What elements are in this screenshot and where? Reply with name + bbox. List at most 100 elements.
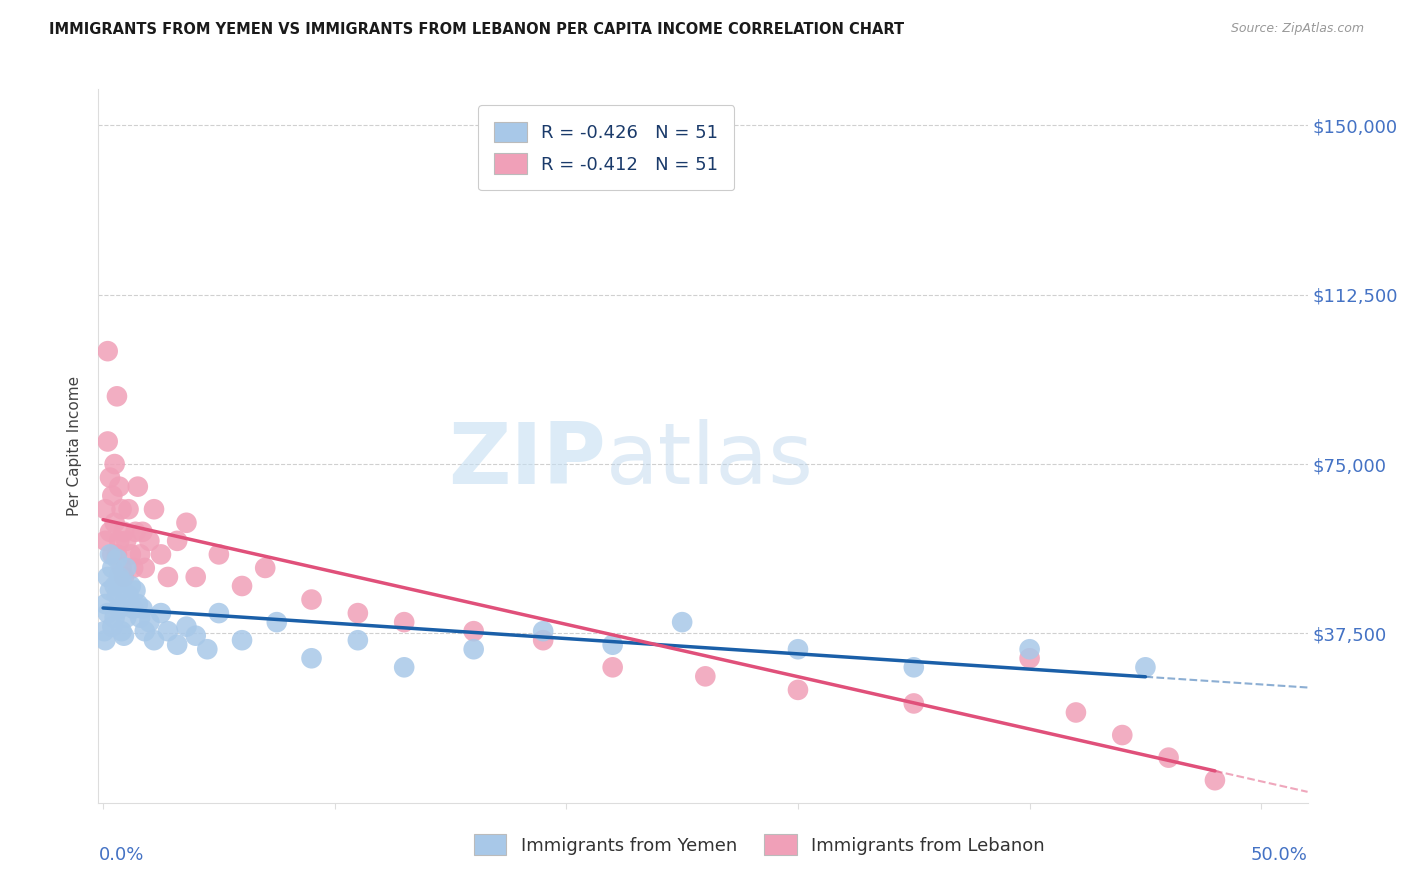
Point (97, 434, 120, 449)
Point (117, 588, 139, 602)
Text: ZIP: ZIP (449, 418, 606, 502)
Point (98, 583, 121, 598)
Point (176, 620, 198, 634)
Point (138, 533, 160, 548)
Point (134, 624, 156, 639)
Point (108, 533, 131, 548)
Point (105, 588, 128, 602)
Point (108, 601, 131, 615)
Point (108, 570, 131, 584)
Text: atlas: atlas (606, 418, 814, 502)
Point (602, 660, 624, 674)
Point (94, 597, 117, 611)
Point (127, 597, 149, 611)
Point (122, 561, 145, 575)
Point (117, 502, 139, 516)
Point (105, 548, 128, 562)
Point (195, 642, 218, 657)
Point (112, 524, 135, 539)
Point (149, 606, 172, 620)
Point (115, 610, 138, 624)
Point (127, 480, 149, 494)
Point (463, 624, 485, 639)
Point (347, 633, 370, 648)
Point (1111, 728, 1133, 742)
Point (1157, 750, 1180, 764)
Point (101, 489, 124, 503)
Point (392, 660, 415, 674)
Point (166, 533, 188, 548)
Point (787, 682, 810, 697)
Point (112, 597, 135, 611)
Point (131, 524, 153, 539)
Point (301, 651, 323, 665)
Point (176, 516, 198, 530)
Point (1018, 642, 1040, 657)
Point (184, 570, 207, 584)
Point (104, 610, 127, 624)
Text: IMMIGRANTS FROM YEMEN VS IMMIGRANTS FROM LEBANON PER CAPITA INCOME CORRELATION C: IMMIGRANTS FROM YEMEN VS IMMIGRANTS FROM… (49, 22, 904, 37)
Point (98, 524, 121, 539)
Point (131, 601, 153, 615)
Point (143, 502, 166, 516)
Point (115, 533, 138, 548)
Point (1135, 660, 1157, 674)
Point (903, 660, 925, 674)
Point (531, 624, 554, 639)
Point (129, 548, 152, 562)
Point (104, 579, 127, 593)
Point (104, 516, 127, 530)
Point (463, 642, 485, 657)
Legend: Immigrants from Yemen, Immigrants from Lebanon: Immigrants from Yemen, Immigrants from L… (460, 820, 1059, 870)
Point (301, 592, 323, 607)
Point (1064, 706, 1087, 720)
Point (134, 561, 156, 575)
Point (129, 610, 152, 624)
Point (105, 389, 128, 403)
Point (97, 606, 120, 620)
Point (115, 561, 138, 575)
Point (124, 583, 146, 598)
Point (138, 615, 160, 629)
Point (602, 638, 624, 652)
Point (208, 606, 231, 620)
Y-axis label: Per Capita Income: Per Capita Income (67, 376, 83, 516)
Point (97, 570, 120, 584)
Text: Source: ZipAtlas.com: Source: ZipAtlas.com (1230, 22, 1364, 36)
Point (149, 548, 172, 562)
Point (124, 524, 146, 539)
Point (671, 615, 693, 629)
Point (112, 629, 135, 643)
Point (120, 579, 142, 593)
Point (94, 533, 117, 548)
Point (98, 548, 121, 562)
Point (101, 548, 124, 562)
Point (97, 344, 120, 359)
Point (531, 633, 554, 648)
Point (184, 629, 207, 643)
Point (101, 561, 124, 575)
Point (110, 502, 132, 516)
Point (166, 638, 188, 652)
Point (903, 697, 925, 711)
Legend: R = -0.426   N = 51, R = -0.412   N = 51: R = -0.426 N = 51, R = -0.412 N = 51 (478, 105, 734, 190)
Point (110, 561, 132, 575)
Point (94, 502, 117, 516)
Point (104, 457, 127, 471)
Point (254, 561, 277, 575)
Point (1204, 773, 1226, 788)
Point (101, 620, 124, 634)
Point (120, 548, 142, 562)
Point (108, 480, 131, 494)
Point (105, 552, 128, 566)
Point (156, 570, 179, 584)
Text: 50.0%: 50.0% (1251, 846, 1308, 863)
Point (110, 624, 132, 639)
Point (94, 633, 117, 648)
Point (208, 548, 231, 562)
Point (231, 579, 253, 593)
Point (156, 624, 179, 639)
Point (787, 642, 810, 657)
Point (695, 669, 717, 683)
Point (112, 570, 135, 584)
